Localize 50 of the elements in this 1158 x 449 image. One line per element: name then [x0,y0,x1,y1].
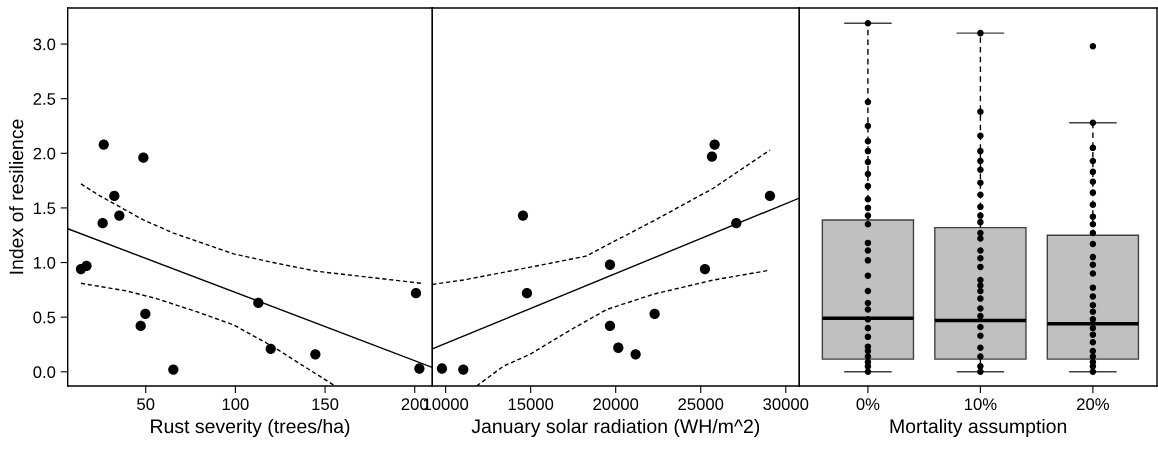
point [98,139,109,150]
point [630,349,641,360]
point [265,343,276,355]
point [135,320,146,332]
point [253,297,264,309]
x-tick-label: 25000 [678,398,724,411]
point [706,151,718,162]
x-tick-label: 100 [222,398,249,411]
x-tick-label: 10% [964,398,997,411]
x-axis-title: Rust severity (trees/ha) [151,418,350,438]
point [731,218,742,229]
point [140,308,151,320]
point [764,190,776,202]
x-tick-label: 20% [1077,398,1109,411]
point [521,287,533,299]
x-axis-title: January solar radiation (WH/m^2) [471,418,760,438]
y-tick-label: 1.5 [34,202,56,215]
point [517,210,529,221]
x-tick-label: 30000 [763,398,809,411]
x-tick-label: 15000 [508,398,554,411]
point [109,190,120,202]
y-tick-label: 0.5 [33,311,56,324]
point [604,320,616,332]
y-tick-label: 1.0 [34,256,56,269]
point [699,263,711,275]
line-series [80,183,423,285]
x-tick-label: 20000 [593,398,639,411]
y-tick-label: 3.0 [33,38,56,51]
point [114,210,125,221]
y-tick-label: 2.0 [33,147,56,160]
point [649,308,660,320]
point [410,287,422,299]
point [436,363,448,374]
x-axis-title: Mortality assumption [890,418,1067,438]
point [613,342,624,353]
y-axis-title: Index of resilience [9,119,24,274]
y-tick-label: 0.0 [33,366,56,378]
point [458,364,469,375]
point [97,218,108,229]
y-tick-label: 2.5 [33,93,56,105]
point [81,260,92,271]
point [168,364,179,375]
point [604,259,616,270]
x-tick-label: 150 [312,398,339,411]
point [709,139,720,150]
x-tick-label: 0% [856,398,880,411]
point [310,349,321,360]
point [414,363,425,374]
x-tick-label: 50 [137,398,155,411]
point [138,152,149,163]
